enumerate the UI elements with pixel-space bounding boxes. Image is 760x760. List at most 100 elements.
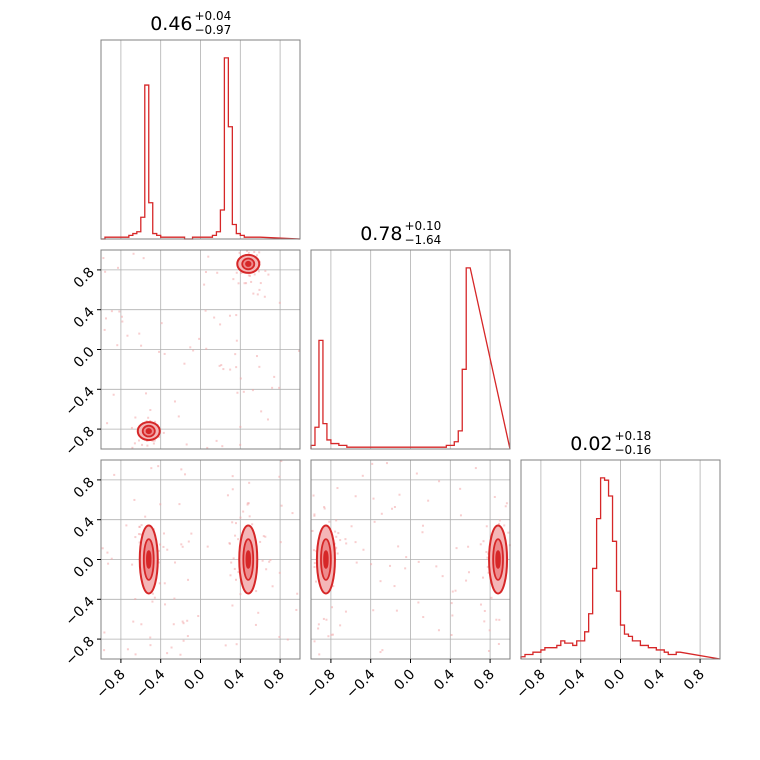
sample-point bbox=[266, 418, 269, 421]
sample-point bbox=[278, 635, 281, 638]
x-tick-label: 0.8 bbox=[681, 667, 708, 694]
sample-point bbox=[203, 283, 206, 286]
sample-point bbox=[157, 561, 160, 564]
sample-point bbox=[370, 563, 373, 566]
sample-point bbox=[427, 499, 430, 502]
sample-point bbox=[144, 515, 147, 518]
sample-point bbox=[151, 600, 154, 603]
sample-point bbox=[313, 562, 316, 565]
sample-point bbox=[312, 549, 315, 552]
sample-point bbox=[180, 468, 183, 471]
sample-point bbox=[110, 557, 113, 560]
sample-point bbox=[335, 535, 338, 538]
sample-point bbox=[507, 531, 510, 534]
sample-point bbox=[254, 623, 257, 626]
sample-point bbox=[267, 273, 270, 276]
sample-point bbox=[260, 410, 263, 413]
sample-point bbox=[121, 320, 124, 323]
sample-point bbox=[197, 615, 200, 618]
sample-point bbox=[441, 575, 444, 578]
sample-point bbox=[246, 249, 249, 252]
sample-point bbox=[479, 543, 482, 546]
sample-point bbox=[505, 502, 508, 505]
sample-point bbox=[371, 462, 374, 465]
sample-point bbox=[450, 602, 453, 605]
sample-point bbox=[204, 309, 207, 312]
sample-point bbox=[498, 618, 501, 621]
sample-point bbox=[437, 629, 440, 632]
sample-point bbox=[239, 425, 242, 428]
sample-point bbox=[181, 620, 184, 623]
sample-point bbox=[158, 436, 161, 439]
y-tick-label: 0.8 bbox=[71, 264, 98, 291]
sample-point bbox=[315, 580, 318, 583]
panel-frame-1-1 bbox=[310, 249, 511, 450]
sample-point bbox=[417, 560, 420, 563]
sample-point bbox=[240, 272, 243, 275]
sample-point bbox=[185, 443, 188, 446]
x-tick-label: −0.8 bbox=[93, 667, 128, 702]
sample-point bbox=[138, 439, 141, 442]
sample-point bbox=[205, 347, 208, 350]
sample-point bbox=[192, 349, 195, 352]
sample-point bbox=[296, 592, 299, 595]
sample-point bbox=[125, 524, 128, 527]
sample-point bbox=[372, 609, 375, 612]
sample-point bbox=[134, 598, 137, 601]
sample-point bbox=[231, 521, 234, 524]
sample-point bbox=[106, 422, 109, 425]
x-tick-label: 0.4 bbox=[431, 666, 458, 693]
sample-point bbox=[226, 494, 229, 497]
sample-point bbox=[180, 543, 183, 546]
sample-point bbox=[189, 346, 192, 349]
sample-point bbox=[216, 271, 219, 274]
sample-point bbox=[247, 251, 250, 254]
sample-point bbox=[162, 532, 165, 535]
param-title-1: 0.78 bbox=[360, 223, 402, 245]
sample-point bbox=[113, 473, 116, 476]
sample-point bbox=[138, 332, 141, 335]
sample-point bbox=[233, 567, 236, 570]
sample-point bbox=[166, 652, 169, 655]
sample-point bbox=[230, 561, 233, 564]
sample-point bbox=[138, 541, 141, 544]
x-tick-label: −0.4 bbox=[133, 666, 168, 701]
param-title-minus-1: −1.64 bbox=[405, 233, 442, 247]
sample-point bbox=[337, 532, 340, 535]
sample-point bbox=[467, 545, 470, 548]
y-tick-label: −0.4 bbox=[62, 384, 97, 419]
sample-point bbox=[482, 576, 485, 579]
sample-point bbox=[355, 561, 358, 564]
sample-point bbox=[152, 439, 155, 442]
histogram-0 bbox=[101, 57, 301, 240]
sample-point bbox=[235, 643, 238, 646]
sample-point bbox=[239, 377, 242, 380]
sample-point bbox=[107, 562, 110, 565]
sample-point bbox=[243, 282, 246, 285]
sample-point bbox=[271, 386, 274, 389]
sample-point bbox=[438, 480, 441, 483]
sample-point bbox=[335, 519, 338, 522]
sample-point bbox=[235, 366, 238, 369]
sample-point bbox=[186, 635, 189, 638]
sample-point bbox=[237, 571, 240, 574]
sample-point bbox=[336, 487, 339, 490]
sample-point bbox=[207, 255, 210, 258]
y-tick-label: 0.8 bbox=[71, 474, 98, 501]
sample-point bbox=[248, 274, 251, 277]
sample-point bbox=[482, 540, 485, 543]
sample-point bbox=[154, 420, 157, 423]
sample-point bbox=[153, 439, 156, 442]
sample-point bbox=[393, 506, 396, 509]
sample-point bbox=[164, 603, 167, 606]
sample-point bbox=[257, 270, 260, 273]
y-tick-label: 0.0 bbox=[71, 554, 98, 581]
sample-point bbox=[131, 446, 134, 449]
sample-point bbox=[142, 257, 145, 260]
sample-point bbox=[398, 493, 401, 496]
sample-point bbox=[467, 571, 470, 574]
sample-point bbox=[234, 534, 237, 537]
sample-point bbox=[231, 488, 234, 491]
sample-point bbox=[381, 649, 384, 652]
sample-point bbox=[380, 512, 383, 515]
